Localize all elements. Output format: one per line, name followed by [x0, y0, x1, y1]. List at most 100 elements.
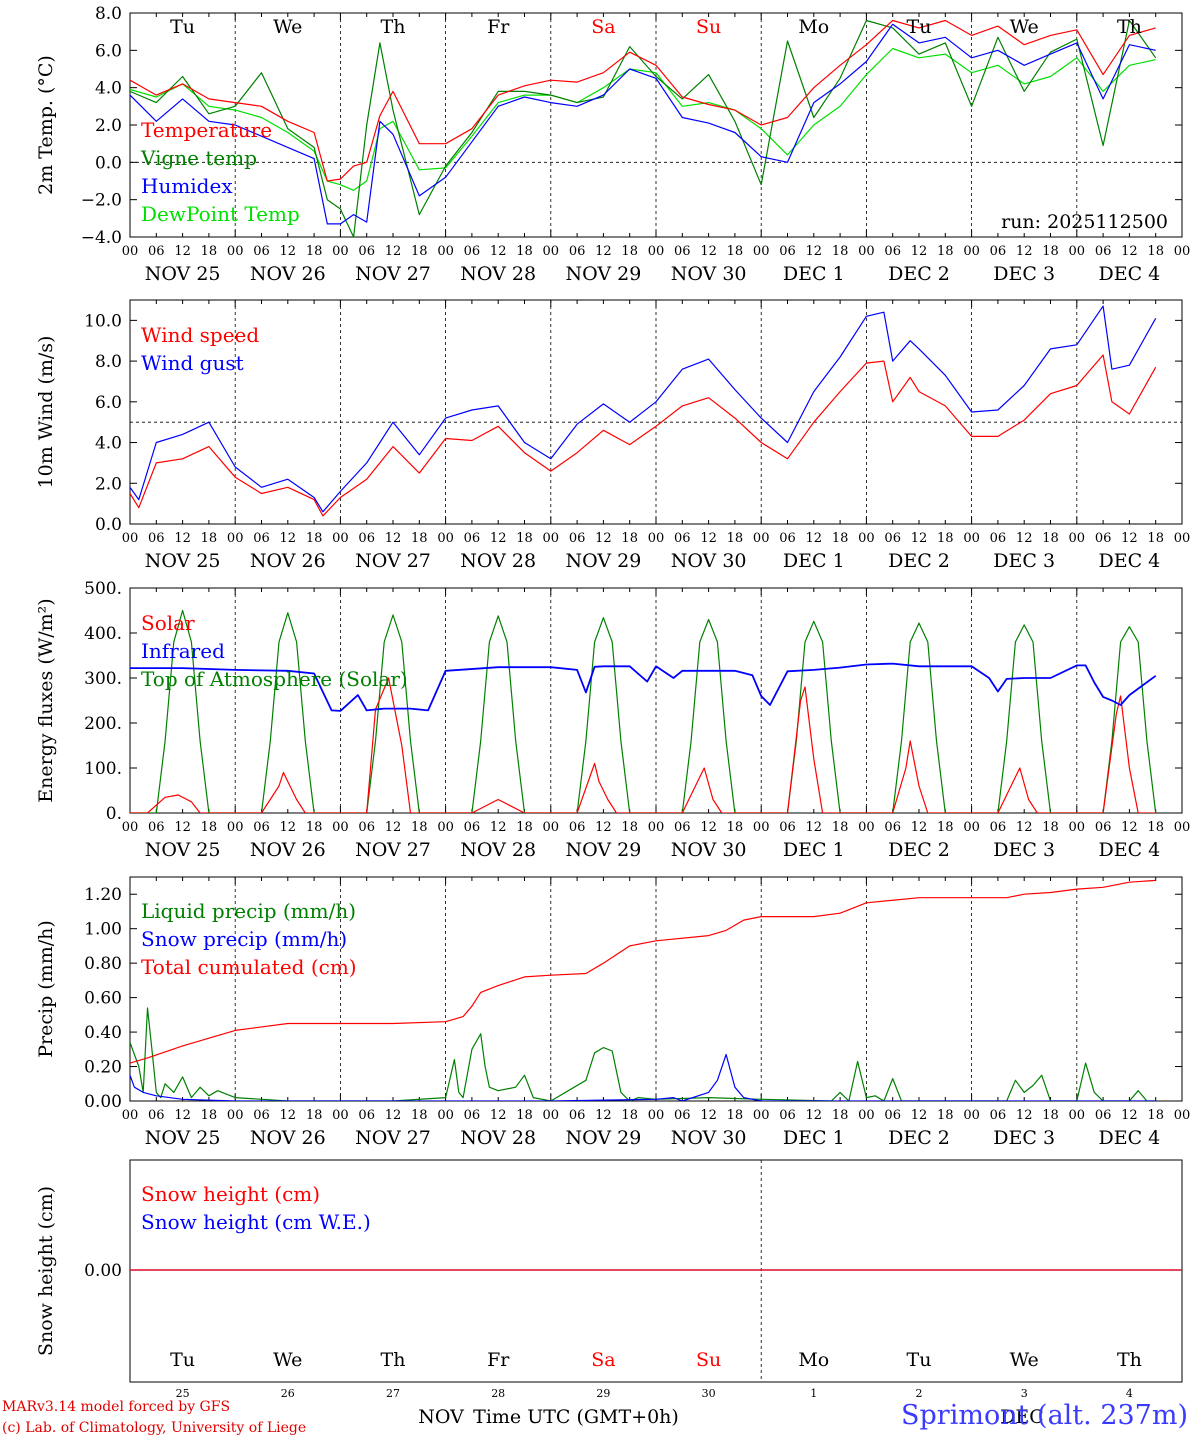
- hour-tick-label: 00: [332, 820, 349, 835]
- date-label: NOV 29: [565, 550, 641, 572]
- hour-tick-label: 06: [569, 244, 586, 259]
- hour-tick-label: 18: [1147, 1108, 1164, 1123]
- hour-tick-label: 12: [700, 531, 717, 546]
- hour-tick-label: 18: [411, 820, 428, 835]
- series-line-snow-precip-mm-h-: [130, 1053, 1156, 1101]
- hour-tick-label: 18: [1042, 244, 1059, 259]
- hour-tick-label: 00: [858, 1108, 875, 1123]
- hour-tick-label: 06: [884, 1108, 901, 1123]
- hour-tick-label: 12: [280, 1108, 297, 1123]
- weekday-label: Th: [381, 16, 406, 38]
- hour-tick-label: 06: [990, 1108, 1007, 1123]
- hour-tick-label: 18: [937, 244, 954, 259]
- hour-tick-label: 12: [1121, 531, 1138, 546]
- y-axis-title: Snow height (cm): [35, 1186, 57, 1356]
- hour-tick-label: 18: [621, 531, 638, 546]
- y-tick-label: 1.00: [84, 920, 122, 940]
- hour-tick-label: 06: [569, 531, 586, 546]
- day-number-label: 3: [1021, 1387, 1028, 1400]
- date-label: NOV 28: [460, 1127, 536, 1149]
- y-tick-label: 6.0: [95, 41, 122, 61]
- hour-tick-label: 00: [1174, 244, 1191, 259]
- hour-tick-label: 06: [569, 1108, 586, 1123]
- day-number-label: 2: [916, 1387, 923, 1400]
- hour-tick-label: 18: [832, 244, 849, 259]
- hour-tick-label: 18: [411, 1108, 428, 1123]
- hour-tick-label: 18: [201, 531, 218, 546]
- weekday-label: Th: [1117, 16, 1142, 38]
- hour-tick-label: 12: [1016, 820, 1033, 835]
- hour-tick-label: 00: [648, 531, 665, 546]
- hour-tick-label: 06: [253, 531, 270, 546]
- weekday-label: We: [273, 16, 302, 38]
- y-tick-label: 0.: [106, 804, 122, 824]
- hour-tick-label: 12: [1121, 244, 1138, 259]
- hour-tick-label: 06: [464, 1108, 481, 1123]
- hour-tick-label: 18: [516, 531, 533, 546]
- legend-entry: Snow precip (mm/h): [141, 927, 347, 951]
- hour-tick-label: 00: [753, 1108, 770, 1123]
- weekday-label: We: [273, 1349, 302, 1371]
- hour-tick-label: 12: [1016, 1108, 1033, 1123]
- hour-tick-label: 00: [1174, 531, 1191, 546]
- hour-tick-label: 12: [806, 1108, 823, 1123]
- legend-entry: Wind gust: [141, 351, 244, 375]
- hour-tick-label: 12: [595, 1108, 612, 1123]
- hour-tick-label: 00: [753, 531, 770, 546]
- hour-tick-label: 12: [911, 531, 928, 546]
- date-label: DEC 3: [993, 1127, 1055, 1149]
- hour-tick-label: 06: [1095, 244, 1112, 259]
- date-label: DEC 1: [783, 550, 845, 572]
- hour-tick-label: 00: [122, 531, 139, 546]
- hour-tick-label: 18: [937, 1108, 954, 1123]
- date-label: NOV 29: [565, 263, 641, 285]
- hour-tick-label: 12: [174, 531, 191, 546]
- y-tick-label: 0.0: [95, 515, 122, 535]
- hour-tick-label: 18: [832, 820, 849, 835]
- day-number-label: 29: [596, 1387, 610, 1400]
- hour-tick-label: 12: [280, 531, 297, 546]
- legend-entry: Temperature: [141, 118, 272, 142]
- day-number-label: 28: [491, 1387, 505, 1400]
- x-axis-title: Time UTC (GMT+0h): [473, 1406, 679, 1428]
- hour-tick-label: 12: [1121, 820, 1138, 835]
- hour-tick-label: 06: [779, 820, 796, 835]
- y-tick-label: 8.0: [95, 4, 122, 24]
- hour-tick-label: 12: [700, 820, 717, 835]
- date-label: NOV 27: [355, 1127, 431, 1149]
- date-label: NOV 25: [145, 263, 221, 285]
- series-line-temperature: [130, 19, 1156, 182]
- hour-tick-label: 12: [1016, 531, 1033, 546]
- weekday-label: We: [1010, 1349, 1039, 1371]
- hour-tick-label: 06: [1095, 1108, 1112, 1123]
- date-label: DEC 2: [888, 1127, 950, 1149]
- hour-tick-label: 12: [385, 244, 402, 259]
- hour-tick-label: 06: [779, 244, 796, 259]
- hour-tick-label: 12: [490, 820, 507, 835]
- weekday-label: Fr: [487, 16, 510, 38]
- panel-2-frame: [129, 587, 1183, 814]
- date-label: NOV 29: [565, 1127, 641, 1149]
- hour-tick-label: 00: [437, 820, 454, 835]
- hour-tick-label: 00: [227, 244, 244, 259]
- hour-tick-label: 00: [858, 244, 875, 259]
- series-line-wind-speed: [130, 354, 1157, 517]
- weekday-label: Sa: [591, 16, 615, 38]
- hour-tick-label: 00: [332, 244, 349, 259]
- y-axis-title: 2m Temp. (°C): [35, 55, 57, 195]
- hour-tick-label: 06: [779, 531, 796, 546]
- hour-tick-label: 00: [122, 820, 139, 835]
- hour-tick-label: 06: [148, 1108, 165, 1123]
- hour-tick-label: 00: [227, 820, 244, 835]
- series-line-solar: [130, 677, 1156, 813]
- legend-entry: Wind speed: [141, 323, 259, 347]
- hour-tick-label: 06: [464, 820, 481, 835]
- lab-credit: (c) Lab. of Climatology, University of L…: [2, 1420, 307, 1436]
- hour-tick-label: 18: [516, 244, 533, 259]
- date-label: NOV 25: [145, 1127, 221, 1149]
- hour-tick-label: 12: [174, 820, 191, 835]
- panel-1-frame: [129, 299, 1183, 525]
- weekday-label: Su: [696, 16, 721, 38]
- hour-tick-label: 06: [569, 820, 586, 835]
- legend-entry: Liquid precip (mm/h): [141, 899, 356, 923]
